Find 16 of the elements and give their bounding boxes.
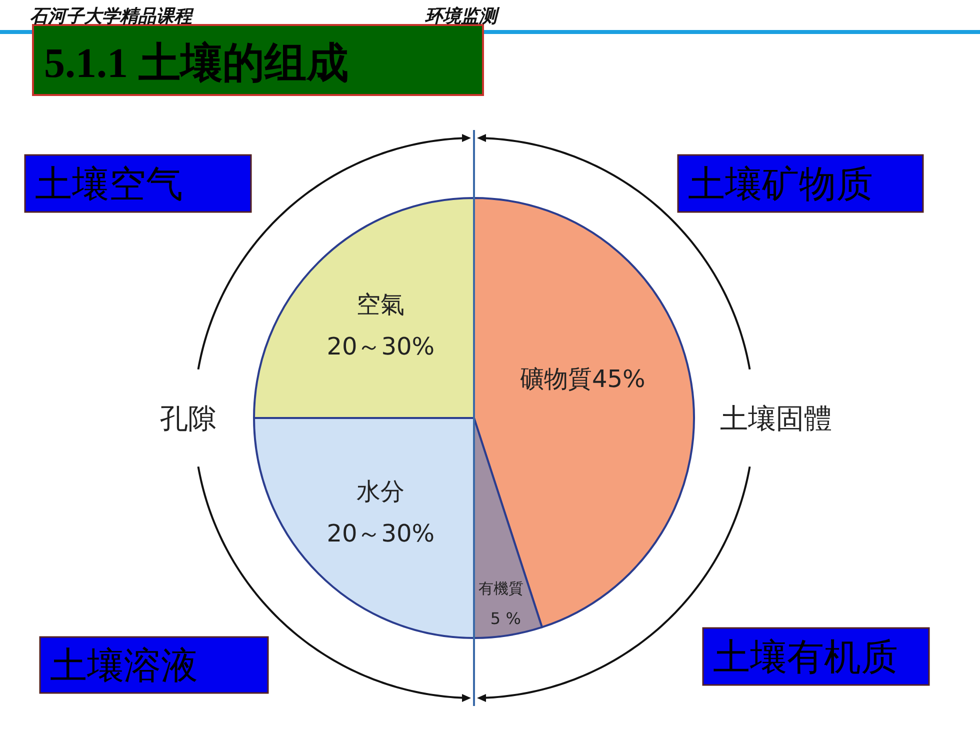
slice-label: 水分: [356, 477, 405, 506]
text: 石河子大学精品课程: [30, 6, 194, 27]
text: 土壤矿物质: [688, 164, 873, 206]
text: 环境监测: [424, 6, 500, 27]
text: 土壤有机质: [713, 638, 898, 678]
data-label: 5 %: [490, 608, 521, 628]
slice-label: 礦物質45%: [520, 364, 646, 393]
slice-label: 有機質: [478, 579, 524, 598]
text: 土壤溶液: [50, 646, 198, 687]
text: 20～30%: [326, 332, 435, 361]
text: 20～30%: [326, 519, 435, 548]
text: 土壤空气: [35, 164, 183, 206]
chart-title: 5.1.1 土壤的组成: [44, 40, 348, 87]
slice-label: 空氣: [356, 290, 405, 319]
text: 孔隙: [160, 402, 216, 435]
text: 土壤固體: [720, 402, 832, 435]
